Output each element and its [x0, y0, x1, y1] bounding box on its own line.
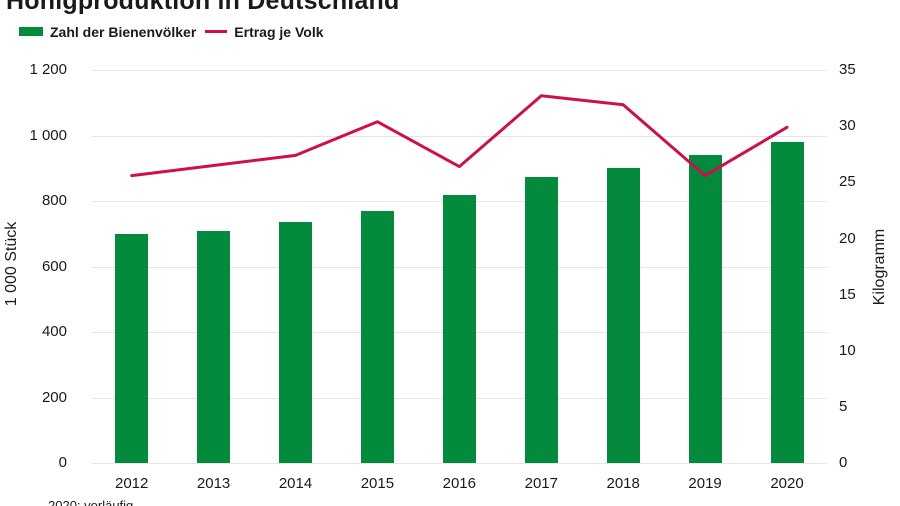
right-axis-tick-20: 20 — [839, 229, 856, 247]
x-axis-label-2013: 2013 — [196, 475, 231, 492]
left-axis-tick-800: 800 — [41, 192, 67, 210]
x-axis-label-2016: 2016 — [442, 475, 476, 492]
footnote: 2020: vorläufig — [48, 498, 134, 506]
x-axis-label-2014: 2014 — [278, 475, 313, 492]
right-axis-tick-15: 15 — [839, 285, 856, 303]
x-axis-label-2015: 2015 — [360, 475, 395, 492]
left-axis-tick-200: 200 — [41, 388, 67, 406]
gridline-1000 — [92, 135, 827, 137]
left-axis-title: 1 000 Stück — [3, 221, 20, 307]
gridline-0 — [92, 463, 827, 465]
bar-2015 — [360, 210, 394, 464]
x-axis-label-2017: 2017 — [524, 475, 558, 492]
bar-2013 — [197, 230, 231, 464]
legend-label-bienenvoelker: Zahl der Bienenvölker — [50, 23, 197, 40]
x-axis-label-2019: 2019 — [688, 475, 722, 492]
x-axis-label-2020: 2020 — [770, 475, 804, 492]
legend: Zahl der Bienenvölker Ertrag je Volk — [19, 23, 324, 40]
right-axis-title: Kilogramm — [871, 228, 888, 306]
legend-swatch-bienenvoelker — [19, 27, 43, 36]
right-axis-tick-5: 5 — [839, 398, 848, 416]
bar-2019 — [688, 155, 722, 464]
gridline-1200 — [92, 70, 827, 71]
legend-label-ertrag-je-volk: Ertrag je Volk — [234, 23, 324, 40]
left-axis-tick-400: 400 — [41, 323, 67, 341]
bar-2014 — [279, 221, 312, 464]
x-axis-label-2012: 2012 — [115, 475, 149, 492]
page-title: Honigproduktion in Deutschland — [6, 0, 400, 15]
right-axis-tick-10: 10 — [839, 341, 856, 359]
bar-2020 — [770, 142, 804, 464]
right-axis-tick-25: 25 — [839, 173, 856, 191]
left-axis-tick-600: 600 — [41, 257, 67, 275]
right-axis-tick-30: 30 — [839, 117, 856, 135]
right-axis-tick-35: 35 — [839, 61, 856, 78]
bar-2018 — [606, 168, 640, 464]
bar-2016 — [442, 194, 476, 464]
bar-2012 — [115, 233, 149, 464]
left-axis-tick-0: 0 — [58, 454, 67, 472]
right-axis-tick-0: 0 — [839, 454, 848, 472]
left-axis-tick-1000: 1 000 — [29, 126, 67, 144]
left-axis-tick-1200: 1 200 — [29, 61, 67, 78]
legend-swatch-ertrag-je-volk — [205, 30, 228, 33]
x-axis-label-2018: 2018 — [606, 475, 640, 492]
bar-2017 — [524, 176, 558, 464]
